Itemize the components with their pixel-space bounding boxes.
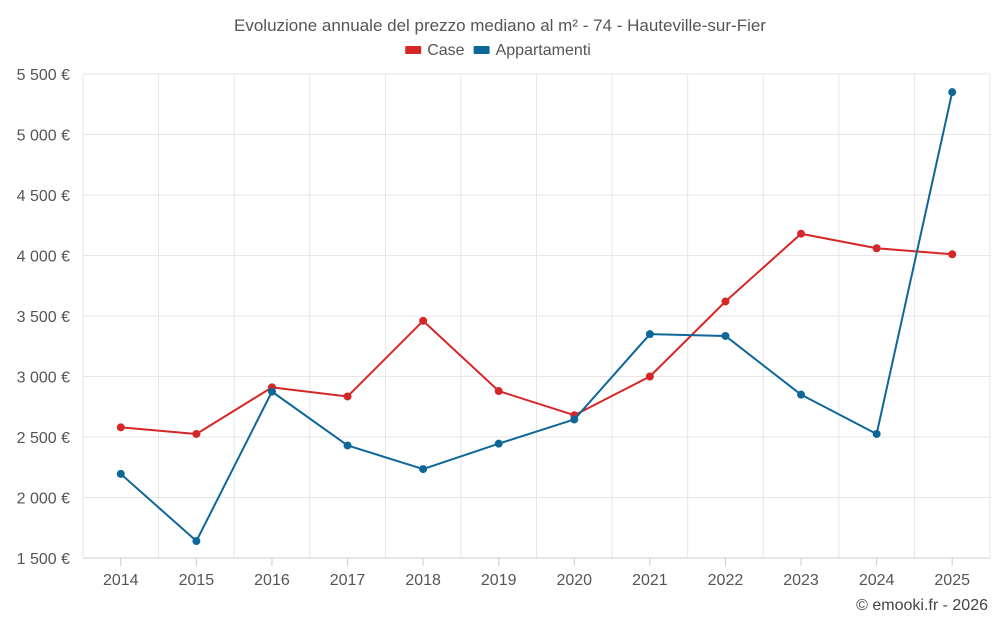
data-point-appartamenti bbox=[721, 331, 730, 340]
y-tick-label: 2 500 € bbox=[17, 430, 70, 447]
legend-label-appartamenti[interactable]: Appartamenti bbox=[496, 42, 591, 59]
data-point-case bbox=[343, 392, 352, 401]
y-tick-label: 4 000 € bbox=[17, 249, 70, 266]
x-tick-label: 2024 bbox=[859, 572, 895, 589]
x-tick-label: 2019 bbox=[481, 572, 517, 589]
data-point-case bbox=[872, 244, 881, 253]
y-tick-label: 3 500 € bbox=[17, 309, 70, 326]
x-tick-label: 2016 bbox=[254, 572, 290, 589]
credit-text: © emooki.fr - 2026 bbox=[856, 597, 988, 614]
x-tick-label: 2023 bbox=[783, 572, 819, 589]
legend: Case Appartamenti bbox=[405, 42, 591, 59]
data-point-case bbox=[494, 387, 503, 396]
data-point-appartamenti bbox=[343, 441, 352, 450]
data-point-case bbox=[192, 429, 201, 438]
series-line-case bbox=[120, 232, 953, 435]
data-point-appartamenti bbox=[116, 469, 125, 478]
x-tick-label: 2020 bbox=[556, 572, 592, 589]
x-tick-label: 2021 bbox=[632, 572, 668, 589]
data-point-case bbox=[721, 297, 730, 306]
data-point-case bbox=[645, 372, 654, 381]
data-point-appartamenti bbox=[872, 429, 881, 438]
chart-title: Evoluzione annuale del prezzo mediano al… bbox=[234, 16, 766, 35]
data-point-case bbox=[948, 250, 957, 259]
data-point-appartamenti bbox=[797, 390, 806, 399]
data-point-case bbox=[419, 316, 428, 325]
y-tick-label: 3 000 € bbox=[17, 370, 70, 387]
y-tick-label: 4 500 € bbox=[17, 188, 70, 205]
data-point-appartamenti bbox=[192, 537, 201, 546]
x-tick-label: 2025 bbox=[934, 572, 970, 589]
y-tick-label: 1 500 € bbox=[17, 551, 70, 568]
data-point-appartamenti bbox=[267, 387, 276, 396]
data-point-case bbox=[116, 423, 125, 432]
data-point-appartamenti bbox=[570, 415, 579, 424]
data-point-appartamenti bbox=[645, 330, 654, 339]
series-line-appartamenti bbox=[120, 91, 954, 543]
x-tick-label: 2017 bbox=[330, 572, 366, 589]
x-tick-label: 2014 bbox=[103, 572, 139, 589]
legend-swatch-case bbox=[405, 46, 422, 54]
y-tick-label: 2 000 € bbox=[17, 491, 70, 508]
data-point-appartamenti bbox=[948, 88, 957, 97]
legend-label-case[interactable]: Case bbox=[427, 42, 464, 59]
y-tick-label: 5 500 € bbox=[17, 67, 70, 84]
data-point-appartamenti bbox=[419, 465, 428, 474]
x-tick-label: 2015 bbox=[179, 572, 215, 589]
legend-swatch-appartamenti bbox=[473, 46, 490, 54]
y-tick-label: 5 000 € bbox=[17, 128, 70, 145]
data-point-case bbox=[797, 229, 806, 238]
data-point-appartamenti bbox=[494, 439, 503, 448]
x-tick-label: 2018 bbox=[405, 572, 441, 589]
x-tick-label: 2022 bbox=[708, 572, 744, 589]
